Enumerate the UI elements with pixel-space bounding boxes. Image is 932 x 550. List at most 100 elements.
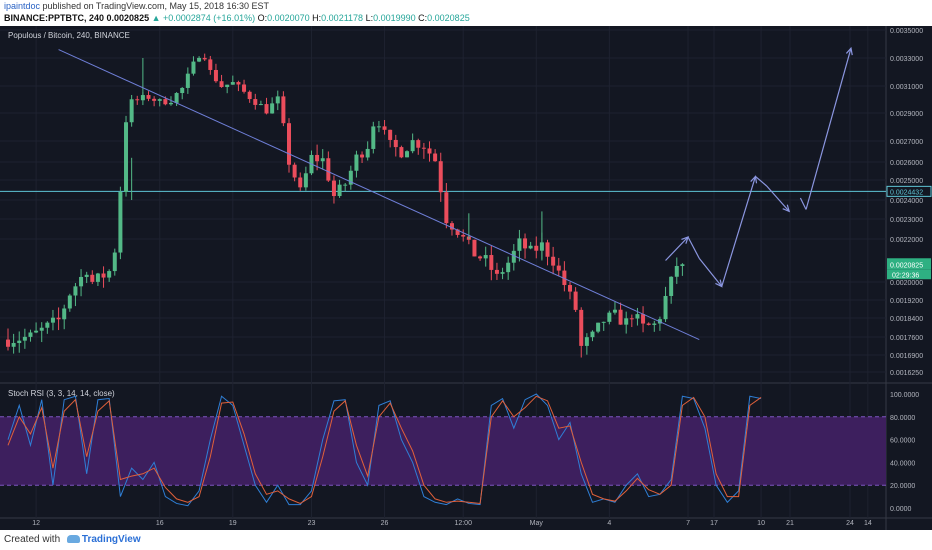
x-tick-label: 12 [32, 520, 40, 527]
trend-line [58, 49, 700, 341]
candle [472, 239, 477, 257]
y-tick-label: 0.0025000 [890, 178, 923, 185]
candle [410, 140, 415, 152]
candle [242, 84, 247, 92]
candle [236, 82, 241, 85]
candle [253, 99, 258, 105]
x-tick-label: May [530, 520, 544, 527]
candle [494, 269, 499, 274]
candle [405, 151, 410, 158]
tradingview-logo-icon [66, 535, 80, 544]
candle [56, 317, 61, 320]
projection-arrow-icon [845, 46, 853, 56]
publish-header: ipaintdoc published on TradingView.com, … [0, 0, 932, 26]
y-tick-label: 0.0022000 [890, 237, 923, 244]
rsi-y-tick-label: 100.0000 [890, 392, 919, 399]
candle [124, 122, 129, 193]
candle [517, 238, 522, 251]
projection-segment [755, 175, 768, 187]
candle [618, 309, 623, 325]
candle [185, 73, 190, 88]
projection-segment [698, 257, 723, 287]
candle [601, 321, 606, 323]
candle [11, 343, 16, 347]
open-value: 0.0020070 [267, 13, 310, 23]
footer: Created with TradingView [0, 530, 932, 550]
candle [360, 154, 365, 158]
tradingview-brand[interactable]: TradingView [81, 534, 141, 545]
support-price-tag [886, 185, 932, 197]
x-tick-label: 23 [308, 520, 316, 527]
candle [213, 69, 218, 82]
candle [545, 242, 550, 257]
author-link[interactable]: ipaintdoc [4, 1, 41, 11]
candle [112, 252, 117, 272]
symbol-line: BINANCE:PPTBTC, 240 [4, 13, 105, 23]
candle [320, 158, 325, 162]
stoch-d-line [7, 395, 762, 504]
candle [287, 123, 291, 165]
x-tick-label: 12:00 [454, 520, 472, 527]
candle [624, 318, 629, 325]
y-tick-label: 0.0031000 [890, 84, 923, 91]
y-tick-label: 0.0016900 [890, 353, 923, 360]
candle [39, 327, 44, 331]
candle [197, 57, 202, 62]
y-tick-label: 0.0029000 [890, 111, 923, 118]
candle [534, 245, 539, 251]
countdown-label: 02:29:36 [892, 272, 919, 279]
candle [427, 148, 432, 154]
x-tick-label: 24 [846, 520, 854, 527]
candle [388, 129, 393, 140]
y-tick-label: 0.0019200 [890, 298, 923, 305]
x-tick-label: 16 [156, 520, 164, 527]
projection-segment [799, 197, 807, 210]
candle [528, 245, 533, 249]
candle [568, 285, 572, 292]
candle [50, 317, 55, 323]
y-tick-label: 0.0023000 [890, 217, 923, 224]
candle [584, 337, 589, 346]
candle [506, 262, 511, 273]
candle [478, 256, 483, 259]
rsi-y-tick-label: 0.0000 [890, 506, 912, 513]
candle [371, 126, 376, 149]
projection-arrow-icon [750, 175, 758, 184]
chart-svg[interactable]: 12 16 19 23 26 12:00 May 4 7 10 14 17 21 24 0.0035000 0… [0, 26, 932, 530]
x-tick-label: 7 [686, 520, 690, 527]
candle [337, 184, 342, 197]
candle [6, 339, 10, 347]
candle [635, 314, 640, 319]
candle [180, 87, 185, 94]
rsi-band [0, 416, 886, 486]
candle [556, 265, 561, 271]
candle [281, 96, 286, 124]
candle [652, 323, 657, 325]
candle [331, 180, 336, 197]
candle [433, 153, 438, 162]
candle [483, 255, 488, 259]
candle [376, 126, 381, 128]
candle [264, 104, 269, 114]
chart-area[interactable]: 12 16 19 23 26 12:00 May 4 7 10 14 17 21 24 0.0035000 0… [0, 26, 932, 530]
projection-arrow-icon [681, 236, 689, 244]
candle [348, 170, 353, 185]
rsi-y-tick-label: 80.0000 [890, 415, 915, 422]
close-label: C: [418, 13, 428, 23]
candle [416, 140, 421, 148]
low-value: 0.0019990 [373, 13, 416, 23]
candle [612, 309, 617, 313]
candle [641, 314, 646, 324]
candle [315, 154, 320, 162]
candle [146, 95, 151, 99]
candle [461, 234, 466, 237]
candle [438, 161, 443, 193]
high-value: 0.0021178 [321, 13, 364, 23]
projection-segment [805, 48, 852, 210]
candle [101, 273, 106, 278]
candle [202, 57, 207, 60]
y-tick-label: 0.0020000 [890, 280, 923, 287]
candle [84, 274, 89, 277]
candle [45, 322, 50, 328]
candle [573, 291, 578, 310]
